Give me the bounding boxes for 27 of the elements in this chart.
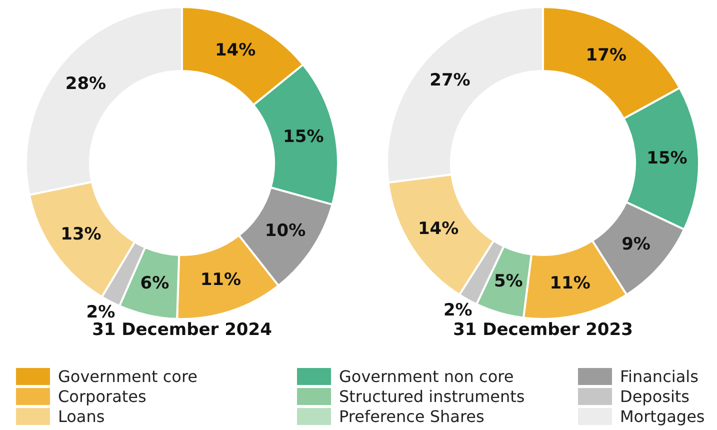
data-label: 17%	[586, 46, 626, 66]
legend-label: Deposits	[620, 386, 690, 406]
legend-label: Government non core	[339, 366, 514, 386]
data-label: 14%	[418, 218, 459, 239]
data-label: 5%	[494, 272, 523, 292]
text: 31 December 2024	[91, 320, 273, 340]
legend-label: Government core	[58, 366, 198, 386]
text: 31 December 2023	[452, 320, 634, 340]
data-label: 13%	[60, 224, 102, 244]
data-label: 9%	[622, 234, 650, 254]
data-label: 14%	[214, 40, 256, 60]
legend-label: Corporates	[58, 386, 146, 406]
data-label: 15%	[646, 148, 688, 169]
legend-label: Preference Shares	[339, 406, 484, 426]
data-label: 6%	[140, 273, 170, 294]
data-label: 2%	[443, 300, 472, 321]
data-label: 27%	[430, 70, 470, 90]
data-label: 28%	[65, 74, 106, 94]
data-label: 15%	[283, 127, 324, 148]
data-label: 11%	[550, 273, 590, 294]
data-label: 10%	[264, 221, 306, 242]
legend-label: Structured instruments	[339, 386, 525, 406]
legend-label: Loans	[58, 406, 105, 426]
legend-label: Mortgages	[620, 406, 705, 426]
data-label: 2%	[86, 302, 116, 323]
legend-label: Financials	[620, 366, 698, 386]
data-label: 11%	[200, 270, 242, 290]
